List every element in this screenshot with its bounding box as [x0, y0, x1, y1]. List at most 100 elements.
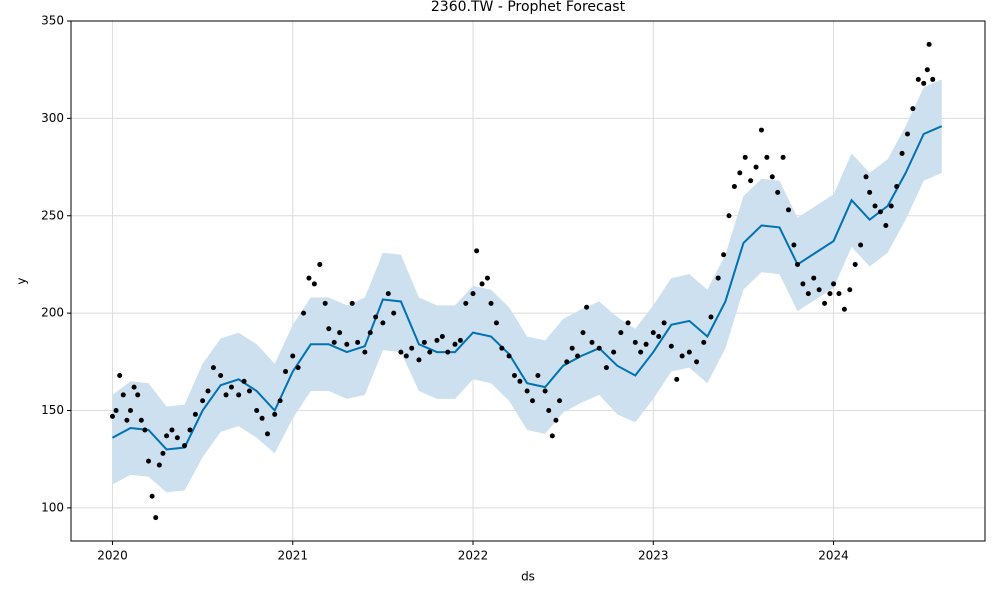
- observed-point: [344, 341, 350, 347]
- observed-point: [549, 433, 555, 439]
- observed-point: [205, 388, 211, 394]
- observed-point: [625, 320, 631, 326]
- observed-point: [367, 330, 373, 336]
- observed-point: [524, 388, 530, 394]
- observed-point: [694, 359, 700, 365]
- observed-point: [915, 76, 921, 82]
- observed-point: [362, 349, 368, 355]
- observed-point: [421, 339, 427, 345]
- observed-point: [643, 341, 649, 347]
- observed-point: [841, 306, 847, 312]
- observed-point: [311, 281, 317, 287]
- observed-point: [679, 353, 685, 359]
- observed-point: [530, 398, 536, 404]
- observed-point: [385, 291, 391, 297]
- observed-point: [764, 154, 770, 160]
- observed-point: [416, 357, 422, 363]
- observed-point: [769, 174, 775, 180]
- observed-point: [904, 131, 910, 137]
- observed-point: [223, 392, 229, 398]
- x-tick-label: 2023: [638, 549, 669, 563]
- observed-point: [589, 339, 595, 345]
- observed-point: [632, 339, 638, 345]
- y-tick-label: 150: [41, 403, 64, 417]
- observed-point: [156, 462, 162, 468]
- observed-point: [164, 433, 170, 439]
- observed-point: [200, 398, 206, 404]
- observed-point: [795, 261, 801, 267]
- observed-point: [109, 413, 115, 419]
- observed-point: [463, 300, 469, 306]
- observed-point: [863, 174, 869, 180]
- observed-point: [575, 353, 581, 359]
- observed-point: [146, 458, 152, 464]
- observed-point: [283, 369, 289, 375]
- observed-point: [924, 67, 930, 73]
- observed-point: [337, 330, 343, 336]
- observed-point: [322, 300, 328, 306]
- observed-point: [326, 326, 332, 332]
- observed-point: [470, 291, 476, 297]
- observed-point: [686, 349, 692, 355]
- observed-point: [517, 378, 523, 384]
- observed-point: [656, 334, 662, 340]
- observed-point: [246, 388, 252, 394]
- observed-point: [499, 345, 505, 351]
- observed-point: [811, 275, 817, 281]
- y-tick-label: 100: [41, 500, 64, 514]
- uncertainty-band: [112, 79, 942, 493]
- observed-point: [192, 411, 198, 417]
- observed-point: [758, 127, 764, 133]
- forecast-line: [111, 125, 943, 451]
- observed-point: [254, 408, 260, 414]
- observed-point: [611, 349, 617, 355]
- observed-point: [174, 435, 180, 441]
- observed-point: [926, 41, 932, 47]
- observed-point: [272, 411, 278, 417]
- observed-point: [930, 76, 936, 82]
- observed-point: [117, 372, 123, 378]
- observed-point: [852, 261, 858, 267]
- chart-title: 2360.TW - Prophet Forecast: [431, 0, 626, 15]
- observed-point: [127, 408, 133, 414]
- observed-point: [241, 378, 247, 384]
- observed-point: [301, 310, 307, 316]
- observed-point: [457, 337, 463, 343]
- observed-point: [831, 281, 837, 287]
- observed-point: [836, 291, 842, 297]
- x-tick-label: 2021: [277, 549, 308, 563]
- x-axis-label: ds: [521, 570, 535, 584]
- observed-point: [131, 384, 137, 390]
- observed-point: [535, 372, 541, 378]
- observed-point: [452, 341, 458, 347]
- y-axis-label: y: [15, 277, 29, 284]
- y-tick-label: 250: [41, 208, 64, 222]
- observed-point: [822, 300, 828, 306]
- y-tick-label: 200: [41, 306, 64, 320]
- observed-point: [785, 207, 791, 213]
- observed-point: [872, 203, 878, 209]
- observed-point: [542, 388, 548, 394]
- observed-point: [715, 275, 721, 281]
- observed-point: [867, 189, 873, 195]
- observed-point: [753, 164, 759, 170]
- observed-point: [160, 450, 166, 456]
- observed-point: [380, 320, 386, 326]
- observed-point: [847, 287, 853, 293]
- observed-point: [439, 334, 445, 340]
- observed-point: [731, 184, 737, 190]
- observed-point: [187, 427, 193, 433]
- observed-point: [557, 398, 563, 404]
- observed-point: [596, 345, 602, 351]
- observed-point: [317, 261, 323, 267]
- observed-point: [124, 417, 130, 423]
- observed-point: [584, 304, 590, 310]
- observed-point: [580, 330, 586, 336]
- observed-point: [805, 291, 811, 297]
- observed-point: [816, 287, 822, 293]
- observed-point: [403, 353, 409, 359]
- observed-point: [331, 339, 337, 345]
- observed-point: [638, 349, 644, 355]
- observed-point: [742, 154, 748, 160]
